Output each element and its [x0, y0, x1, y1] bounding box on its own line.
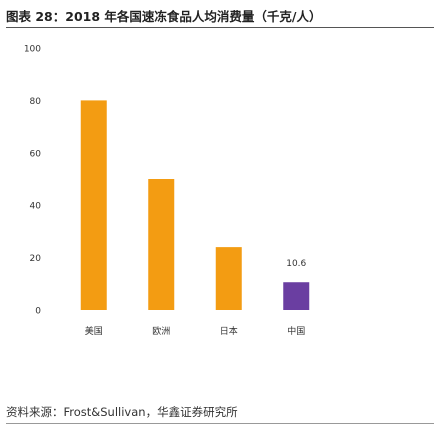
y-tick-label: 60 [30, 149, 42, 159]
y-tick-label: 20 [30, 254, 42, 264]
bar [148, 179, 175, 310]
bar [215, 247, 242, 310]
y-tick-label: 0 [35, 307, 41, 317]
x-tick-label: 日本 [220, 325, 238, 337]
y-tick-label: 100 [24, 45, 41, 55]
y-tick-label: 40 [30, 202, 42, 212]
bar [80, 100, 107, 311]
x-axis: 美国 欧洲 日本 中国 [85, 325, 306, 337]
y-tick-label: 80 [30, 97, 42, 107]
bar [283, 282, 310, 310]
bar-series [80, 100, 310, 311]
x-tick-label: 欧洲 [152, 325, 170, 337]
title-divider [6, 27, 434, 28]
source-note: 资料来源：Frost&Sullivan，华鑫证券研究所 [6, 405, 238, 419]
bar-chart: 0 20 40 60 80 100 美国 欧洲 日本 中国 10.6 [24, 45, 310, 337]
x-tick-label: 美国 [85, 325, 103, 337]
data-labels: 10.6 [286, 259, 306, 269]
source-divider [6, 423, 434, 424]
x-tick-label: 中国 [287, 325, 305, 337]
data-label: 10.6 [286, 259, 306, 269]
y-axis: 0 20 40 60 80 100 [24, 45, 41, 317]
figure-title: 图表 28：2018 年各国速冻食品人均消费量（千克/人） [6, 9, 322, 24]
